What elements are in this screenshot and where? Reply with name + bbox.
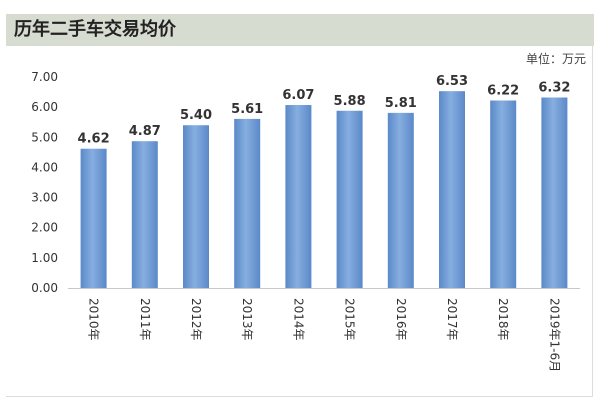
bar <box>80 148 107 288</box>
y-axis-ticks: 0.00 1.00 2.00 3.00 4.00 5.00 6.00 7.00 <box>31 70 58 295</box>
bar <box>285 105 312 288</box>
x-tick-label: 2013年 <box>240 298 254 341</box>
y-tick-label: 2.00 <box>31 221 58 235</box>
title-bar: 历年二手车交易均价 <box>6 14 594 46</box>
bar <box>387 112 414 289</box>
x-tick-label: 2019年1-6月 <box>547 298 561 372</box>
bars <box>80 91 568 289</box>
value-label: 6.22 <box>487 84 519 99</box>
x-tick-label: 2017年 <box>445 298 459 341</box>
bar <box>541 97 568 288</box>
unit-label: 单位：万元 <box>525 52 586 66</box>
value-label: 5.81 <box>385 96 417 111</box>
value-label: 5.88 <box>334 94 366 109</box>
bar <box>183 125 209 288</box>
value-label: 6.32 <box>538 80 570 95</box>
x-tick-label: 2010年 <box>87 298 101 341</box>
x-tick-label: 2011年 <box>138 298 152 341</box>
value-label: 5.61 <box>231 102 263 117</box>
value-label: 5.40 <box>180 108 212 123</box>
y-tick-label: 3.00 <box>31 191 58 205</box>
y-tick-label: 7.00 <box>31 70 58 84</box>
bar <box>439 91 465 288</box>
x-axis-labels: 2010年 2011年 2012年 2013年 2014年 2015年 2016年 2017年… <box>87 298 562 372</box>
y-tick-label: 4.00 <box>31 160 58 174</box>
x-tick-label: 2015年 <box>343 298 357 341</box>
x-tick-label: 2018年 <box>496 298 510 341</box>
bar <box>131 141 158 288</box>
bar <box>234 118 261 288</box>
y-tick-label: 1.00 <box>31 251 58 265</box>
value-labels: 4.62 4.87 5.40 5.61 6.07 5.88 5.81 6.53 6.22 6.32 <box>78 74 571 147</box>
value-label: 4.62 <box>78 132 110 147</box>
y-tick-label: 6.00 <box>31 100 58 114</box>
bar <box>336 110 363 288</box>
value-label: 6.07 <box>282 88 314 103</box>
right-border <box>592 46 593 396</box>
y-tick-label: 5.00 <box>31 130 58 144</box>
value-label: 6.53 <box>436 74 468 89</box>
x-tick-label: 2014年 <box>291 298 305 341</box>
x-tick-label: 2012年 <box>189 298 203 341</box>
value-label: 4.87 <box>129 124 161 139</box>
x-tick-label: 2016年 <box>394 298 408 341</box>
bar <box>490 100 517 288</box>
y-tick-label: 0.00 <box>31 281 58 295</box>
bottom-border <box>6 396 593 397</box>
chart-title: 历年二手车交易均价 <box>14 19 176 40</box>
